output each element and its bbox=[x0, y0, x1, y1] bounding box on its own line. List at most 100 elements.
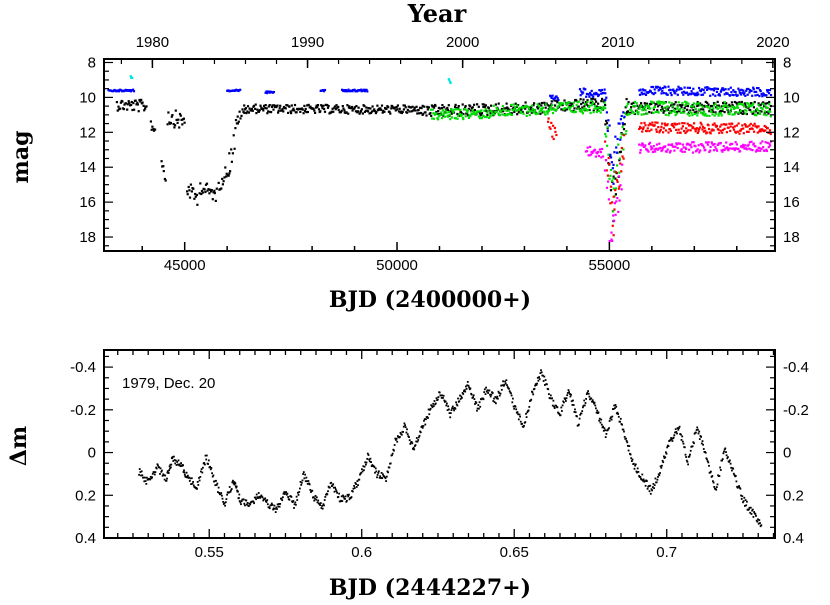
data-point bbox=[597, 109, 601, 112]
top-plot-frame bbox=[103, 58, 776, 252]
data-point bbox=[661, 122, 664, 125]
data-point bbox=[422, 425, 425, 427]
data-point bbox=[352, 487, 355, 490]
data-point bbox=[596, 152, 599, 155]
y-tick-label: -0.2 bbox=[70, 402, 96, 419]
data-point bbox=[385, 107, 388, 110]
data-point bbox=[550, 121, 553, 124]
data-point bbox=[539, 112, 542, 115]
data-point bbox=[441, 109, 444, 112]
data-point bbox=[640, 122, 643, 125]
data-point bbox=[723, 111, 726, 114]
data-point bbox=[586, 391, 589, 394]
data-point bbox=[473, 109, 476, 112]
data-point bbox=[290, 112, 293, 115]
data-point bbox=[609, 417, 612, 420]
data-point bbox=[648, 485, 650, 487]
data-point bbox=[750, 110, 753, 113]
data-point bbox=[652, 93, 655, 96]
data-point bbox=[714, 111, 717, 114]
data-point bbox=[746, 102, 749, 105]
data-point bbox=[627, 101, 630, 104]
data-point bbox=[228, 172, 231, 175]
data-point bbox=[585, 95, 588, 98]
data-point bbox=[755, 87, 759, 90]
data-point bbox=[540, 104, 543, 107]
data-point bbox=[591, 400, 593, 403]
data-point bbox=[551, 404, 554, 407]
data-point bbox=[632, 104, 635, 107]
data-point bbox=[674, 428, 677, 431]
data-point bbox=[693, 127, 696, 130]
data-point bbox=[347, 112, 350, 115]
data-point bbox=[437, 106, 440, 109]
data-point bbox=[699, 126, 702, 129]
data-point bbox=[723, 93, 726, 96]
data-point bbox=[377, 472, 380, 474]
data-point bbox=[365, 463, 367, 466]
data-point bbox=[727, 456, 729, 458]
data-point bbox=[683, 110, 686, 113]
data-point bbox=[642, 127, 645, 131]
data-point bbox=[623, 430, 625, 433]
data-point bbox=[642, 478, 645, 481]
data-point bbox=[668, 111, 671, 115]
data-point bbox=[702, 443, 704, 446]
data-point bbox=[200, 470, 202, 473]
data-point bbox=[590, 397, 593, 400]
data-point bbox=[492, 104, 495, 107]
data-point bbox=[374, 112, 377, 115]
data-point bbox=[238, 493, 241, 496]
data-point bbox=[679, 104, 682, 107]
data-point bbox=[610, 161, 613, 164]
data-point bbox=[536, 382, 538, 385]
data-point bbox=[691, 126, 695, 129]
data-point bbox=[637, 111, 640, 114]
data-point bbox=[568, 391, 570, 393]
data-point bbox=[265, 500, 267, 502]
data-point bbox=[583, 404, 586, 407]
data-point bbox=[660, 149, 663, 153]
data-point bbox=[493, 112, 496, 115]
data-point bbox=[719, 109, 722, 112]
data-point bbox=[298, 491, 301, 493]
data-point bbox=[576, 101, 579, 104]
data-point bbox=[442, 394, 445, 397]
data-point bbox=[274, 511, 277, 513]
data-point bbox=[173, 459, 176, 461]
data-point bbox=[561, 103, 564, 107]
data-point bbox=[438, 112, 441, 115]
data-point bbox=[458, 400, 461, 403]
data-point bbox=[717, 128, 720, 131]
data-point bbox=[734, 141, 737, 144]
data-point bbox=[597, 411, 600, 414]
data-point bbox=[413, 106, 416, 109]
data-point bbox=[713, 87, 716, 90]
data-point bbox=[656, 121, 659, 124]
data-point bbox=[333, 105, 337, 108]
data-point bbox=[706, 458, 708, 461]
data-point bbox=[660, 92, 663, 95]
data-point bbox=[649, 90, 652, 93]
data-point bbox=[235, 486, 238, 489]
data-point bbox=[678, 122, 681, 125]
data-point bbox=[688, 86, 691, 89]
data-point bbox=[653, 88, 656, 91]
data-point bbox=[393, 106, 397, 109]
data-point bbox=[638, 93, 642, 96]
data-point bbox=[662, 131, 665, 134]
y-tick-label: 14 bbox=[79, 159, 96, 176]
data-point bbox=[675, 112, 678, 115]
data-point bbox=[663, 109, 666, 113]
data-point bbox=[497, 390, 500, 393]
data-point bbox=[761, 95, 764, 98]
data-point bbox=[646, 102, 649, 105]
data-point bbox=[502, 108, 505, 111]
data-point bbox=[549, 105, 552, 109]
data-point bbox=[736, 94, 739, 97]
data-point bbox=[291, 109, 294, 112]
data-point bbox=[551, 94, 554, 97]
data-point bbox=[580, 103, 583, 106]
data-point bbox=[306, 483, 309, 485]
data-point bbox=[682, 93, 685, 96]
